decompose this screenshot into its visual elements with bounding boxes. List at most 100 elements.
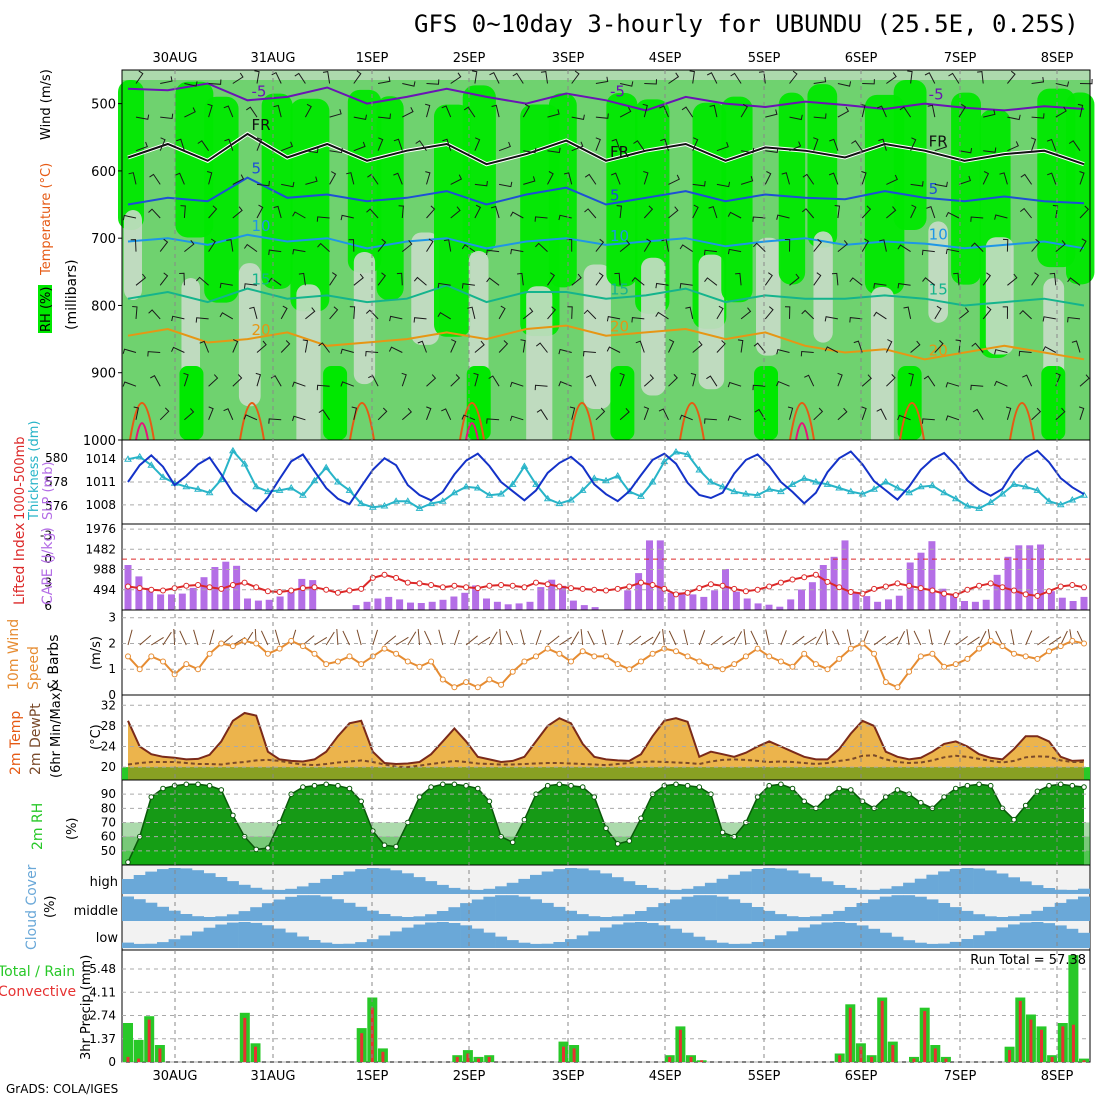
precip-convective-bar	[870, 1056, 874, 1062]
thickness-point	[788, 480, 797, 487]
cloud-cover-bar	[425, 914, 438, 921]
cloud-cover-bar	[320, 878, 333, 894]
wind-barb	[668, 72, 680, 84]
wind-barb-10m	[1048, 636, 1062, 646]
wind-barb	[753, 242, 766, 252]
rh-point	[894, 787, 901, 793]
wind-barb	[860, 103, 866, 118]
slp-tick-label: 1014	[85, 452, 116, 466]
cloud-cover-bar	[320, 942, 333, 948]
wind-barb	[1031, 238, 1041, 252]
cloud-cover-bar	[611, 916, 624, 921]
credit-text: GrADS: COLA/IGES	[6, 1082, 119, 1096]
lifted-index-point	[451, 582, 458, 589]
wind-barb	[426, 79, 440, 85]
rh-point	[440, 781, 446, 788]
rh-dry-patch	[353, 252, 376, 385]
wind-speed-point	[661, 645, 668, 652]
wind-barb	[689, 70, 695, 84]
lifted-index-point	[241, 579, 248, 586]
lifted-index-point	[125, 583, 131, 590]
rh-moist-patch	[951, 92, 981, 285]
cloud-cover-bar	[739, 943, 752, 948]
cloud-cover-bar	[739, 871, 752, 894]
wind-barb	[281, 181, 295, 188]
wind-barb	[322, 71, 331, 84]
cloud-cover-bar	[308, 895, 321, 921]
precip-convective-bar	[1050, 1056, 1054, 1062]
cloud-cover-bar	[1008, 916, 1020, 921]
isotherm-25	[679, 402, 705, 441]
cloud-cover-bar	[704, 940, 717, 948]
cloud-cover-bar	[576, 868, 589, 894]
date-label-top: 5SEP	[748, 51, 781, 66]
wind-barb	[510, 211, 524, 219]
rh-moist-patch	[179, 366, 204, 440]
wind-barb-10m	[1037, 636, 1050, 646]
wind-barb	[643, 238, 652, 252]
cloud-axis-label: Cloud Cover	[24, 864, 40, 950]
cape-bar	[1037, 544, 1044, 610]
rh-moist-patch	[434, 104, 471, 337]
wind-barb	[441, 105, 452, 118]
cloud-cover-bar	[1019, 922, 1032, 948]
pressure-tick-label: 600	[91, 165, 116, 180]
rh-point	[754, 794, 761, 800]
wind-barb	[302, 339, 309, 353]
wind-barb	[813, 407, 824, 421]
cape-bar	[689, 594, 697, 610]
cloud-cover-bar	[331, 875, 344, 894]
wind-speed-point	[486, 676, 493, 683]
wind-barb	[829, 138, 839, 151]
wind-barb	[353, 141, 366, 152]
lifted-index-point	[404, 579, 411, 586]
wind-speed-point	[218, 640, 225, 647]
wind-barb	[1071, 340, 1081, 353]
cloud-cover-bar	[1019, 914, 1032, 921]
cloud-cover-bar	[378, 935, 391, 948]
li-axis-label: Lifted Index	[12, 523, 28, 605]
cloud-cover-bar	[215, 924, 228, 948]
cloud-cover-bar	[739, 902, 752, 921]
rh-point	[300, 784, 306, 790]
rh-point	[591, 794, 598, 800]
cloud-cover-bar	[250, 907, 263, 921]
wind-barb	[982, 306, 992, 320]
cloud-cover-bar	[879, 888, 892, 894]
cape-bar	[254, 600, 262, 610]
wind-barb	[659, 105, 669, 118]
precip-convective-bar	[880, 1000, 884, 1062]
precip-units: 3hr Precip (mm)	[79, 955, 94, 1060]
wind-barb	[571, 273, 582, 286]
wind-barb	[292, 211, 306, 219]
wind-barb-10m	[314, 636, 328, 646]
cloud-cover-bar	[180, 914, 193, 921]
cloud-cover-bar	[436, 922, 449, 948]
wind-barb-10m	[384, 635, 397, 646]
wind-barb-10m	[928, 629, 933, 646]
lifted-index-point	[299, 585, 306, 592]
slp-thickness-panel: 1008 1011 1014 576 578 580 1000-500mb Thickness…	[13, 421, 1091, 525]
thickness-point	[1056, 500, 1065, 508]
precip-convective-bar	[668, 1056, 672, 1062]
wind-barb	[450, 206, 461, 219]
lifted-index-point	[917, 585, 924, 592]
wind-barb	[563, 172, 573, 185]
wind-barb	[1055, 407, 1066, 421]
cloud-cover-bar	[903, 940, 916, 948]
lifted-index-point	[229, 582, 236, 588]
lifted-index-point	[486, 582, 493, 589]
wind-barb	[226, 239, 234, 252]
wind-barb	[1005, 406, 1012, 420]
wind-barb-10m	[325, 631, 335, 646]
wind-barb	[426, 205, 436, 219]
cloud-cover-bar	[180, 868, 193, 894]
wind-barb	[631, 317, 645, 323]
lifted-index-point	[952, 592, 959, 599]
cloud-cover-bar	[973, 935, 986, 948]
wind-barb	[378, 113, 391, 119]
date-label-top: 8SEP	[1041, 51, 1074, 66]
cape-bar	[743, 598, 751, 610]
wind-barb	[692, 181, 706, 187]
